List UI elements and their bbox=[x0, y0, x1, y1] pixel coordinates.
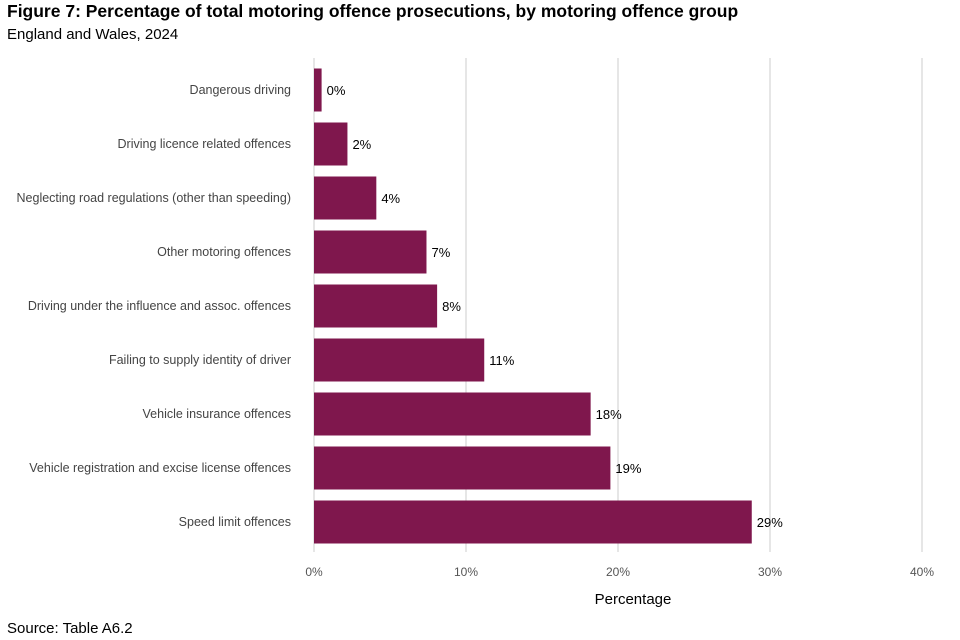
bar bbox=[314, 392, 591, 436]
x-axis-title: Percentage bbox=[595, 591, 672, 608]
x-tick-label: 10% bbox=[454, 565, 478, 579]
category-label: Vehicle insurance offences bbox=[143, 407, 291, 421]
category-label: Driving under the influence and assoc. o… bbox=[28, 299, 291, 313]
category-label: Dangerous driving bbox=[190, 83, 291, 97]
category-label: Failing to supply identity of driver bbox=[109, 353, 291, 367]
x-tick-label: 30% bbox=[758, 565, 782, 579]
source-note: Source: Table A6.2 bbox=[7, 620, 133, 637]
data-label: 2% bbox=[352, 137, 371, 152]
data-label: 29% bbox=[757, 515, 783, 530]
chart-subtitle: England and Wales, 2024 bbox=[7, 26, 179, 43]
data-label: 0% bbox=[327, 83, 346, 98]
x-tick-label: 20% bbox=[606, 565, 630, 579]
category-label: Driving licence related offences bbox=[118, 137, 291, 151]
bar bbox=[314, 284, 438, 328]
bar bbox=[314, 230, 427, 274]
data-label: 7% bbox=[431, 245, 450, 260]
data-label: 4% bbox=[381, 191, 400, 206]
data-label: 11% bbox=[489, 353, 514, 368]
data-label: 19% bbox=[615, 461, 641, 476]
category-label: Speed limit offences bbox=[179, 515, 291, 529]
bar bbox=[314, 446, 611, 490]
data-label: 8% bbox=[442, 299, 461, 314]
x-tick-label: 40% bbox=[910, 565, 934, 579]
category-label: Other motoring offences bbox=[157, 245, 291, 259]
bar bbox=[314, 122, 348, 166]
bar bbox=[314, 68, 322, 112]
chart-title: Figure 7: Percentage of total motoring o… bbox=[7, 1, 739, 21]
category-label: Neglecting road regulations (other than … bbox=[17, 191, 291, 205]
bar bbox=[314, 500, 752, 544]
category-label: Vehicle registration and excise license … bbox=[29, 461, 291, 475]
bar bbox=[314, 338, 485, 382]
x-tick-label: 0% bbox=[305, 565, 323, 579]
bar bbox=[314, 176, 377, 220]
data-label: 18% bbox=[596, 407, 622, 422]
